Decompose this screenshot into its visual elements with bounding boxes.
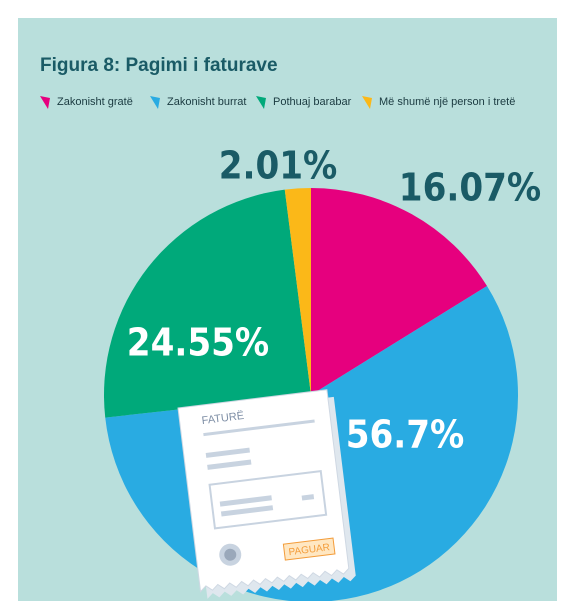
receipt: FATURË PAGUAR (178, 389, 356, 600)
legend: Zakonisht gratë Zakonisht burrat Pothuaj b… (40, 96, 515, 109)
chart: Figura 8: Pagimi i faturave Zakonisht gr… (0, 0, 575, 612)
legend-label: Më shumë një person i tretë (379, 96, 515, 108)
legend-label: Zakonisht burrat (167, 96, 246, 108)
legend-label: Zakonisht gratë (57, 96, 133, 108)
data-label: 2.01% (219, 144, 338, 188)
chart-title: Figura 8: Pagimi i faturave (40, 55, 278, 76)
data-label: 24.55% (127, 321, 269, 365)
page: {"chart_data": {"type": "pie", "title": … (0, 0, 575, 612)
legend-label: Pothuaj barabar (273, 96, 352, 108)
data-label: 56.7% (346, 413, 465, 457)
data-label: 16.07% (399, 166, 541, 210)
